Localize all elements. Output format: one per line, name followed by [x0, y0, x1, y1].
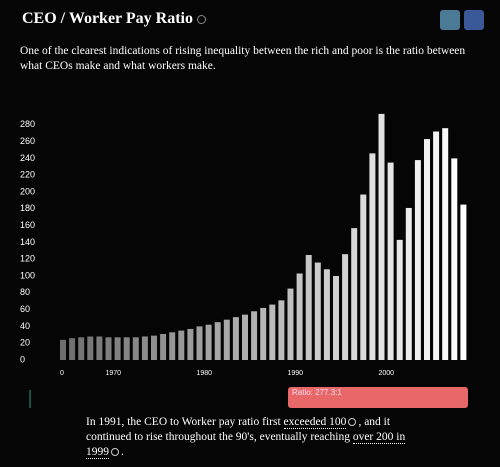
- caption-link[interactable]: over 200 in 1999: [86, 431, 406, 459]
- y-tick-label: 100: [20, 270, 35, 280]
- bar: [433, 131, 440, 360]
- y-tick-label: 140: [20, 237, 35, 247]
- link-icon[interactable]: [348, 418, 357, 427]
- y-tick-label: 80: [20, 287, 30, 297]
- bar: [205, 324, 212, 360]
- y-tick-label: 180: [20, 203, 35, 213]
- bar: [342, 254, 349, 360]
- y-tick-label: 240: [20, 153, 35, 163]
- y-tick-label: 160: [20, 220, 35, 230]
- bar: [451, 158, 458, 360]
- bar: [132, 337, 139, 360]
- bar: [251, 311, 258, 360]
- info-icon[interactable]: [196, 14, 206, 24]
- bar: [160, 333, 167, 360]
- caption-text: In 1991, the CEO to Worker pay ratio fir…: [86, 416, 284, 428]
- facebook-button[interactable]: [464, 10, 484, 30]
- bar: [232, 317, 239, 360]
- bar: [351, 228, 358, 360]
- bar: [424, 139, 430, 360]
- y-tick-label: 260: [20, 136, 35, 146]
- y-tick-label: 200: [20, 186, 35, 196]
- caption-text: .: [121, 446, 124, 458]
- bar: [69, 338, 76, 360]
- x-tick-label: 2000: [379, 370, 395, 377]
- bar: [333, 276, 339, 360]
- title: CEO / Worker Pay Ratio: [22, 10, 193, 27]
- y-tick-label: 220: [20, 170, 35, 180]
- bar: [260, 307, 267, 360]
- bar: [60, 339, 66, 360]
- x-tick-label: 1970: [106, 370, 122, 377]
- tooltip: Ratio: 277.3:1: [288, 387, 468, 408]
- bar: [151, 335, 157, 360]
- link-icon[interactable]: [111, 448, 119, 457]
- y-tick-label: 20: [20, 338, 30, 348]
- bar: [360, 194, 367, 360]
- bar: [114, 337, 121, 360]
- x-tick-label: 0: [60, 370, 64, 377]
- bar: [278, 300, 285, 360]
- bar: [378, 113, 385, 360]
- bar: [242, 314, 248, 360]
- y-tick-label: 0: [20, 354, 25, 364]
- bar: [178, 330, 185, 360]
- bar: [396, 239, 403, 360]
- caption: In 1991, the CEO to Worker pay ratio fir…: [86, 415, 416, 460]
- bar: [323, 269, 330, 360]
- twitter-button[interactable]: [440, 10, 460, 30]
- bar: [414, 160, 421, 360]
- bar: [460, 204, 467, 360]
- bar: [78, 337, 85, 360]
- bar: [405, 207, 412, 360]
- bar: [223, 319, 230, 360]
- caption-link[interactable]: exceeded 100: [283, 416, 347, 429]
- x-tick-label: 1990: [288, 370, 304, 377]
- bar: [269, 304, 276, 360]
- bar: [287, 288, 294, 360]
- description: One of the clearest indications of risin…: [20, 45, 466, 72]
- y-tick-label: 120: [20, 254, 35, 264]
- tooltip-label: Ratio: 277.3:1: [292, 388, 342, 397]
- bar: [123, 337, 130, 360]
- bar: [296, 273, 303, 360]
- bar: [187, 328, 194, 360]
- caption-text: , and it continued to rise throughout th…: [86, 416, 391, 443]
- bar: [442, 128, 449, 360]
- bar: [196, 326, 203, 360]
- bar: [214, 322, 221, 360]
- bar: [96, 336, 103, 360]
- bar: [387, 162, 394, 360]
- bar: [169, 332, 176, 360]
- title-wrap: CEO / Worker Pay Ratio: [22, 10, 206, 28]
- bar: [141, 336, 148, 360]
- y-tick-label: 60: [20, 304, 30, 314]
- bar: [314, 262, 321, 360]
- bar: [305, 255, 312, 360]
- bar: [369, 153, 376, 360]
- bar: [87, 336, 94, 360]
- bar: [105, 337, 112, 360]
- y-tick-label: 280: [20, 119, 35, 129]
- y-tick-label: 40: [20, 321, 30, 331]
- x-tick-label: 1980: [197, 370, 213, 377]
